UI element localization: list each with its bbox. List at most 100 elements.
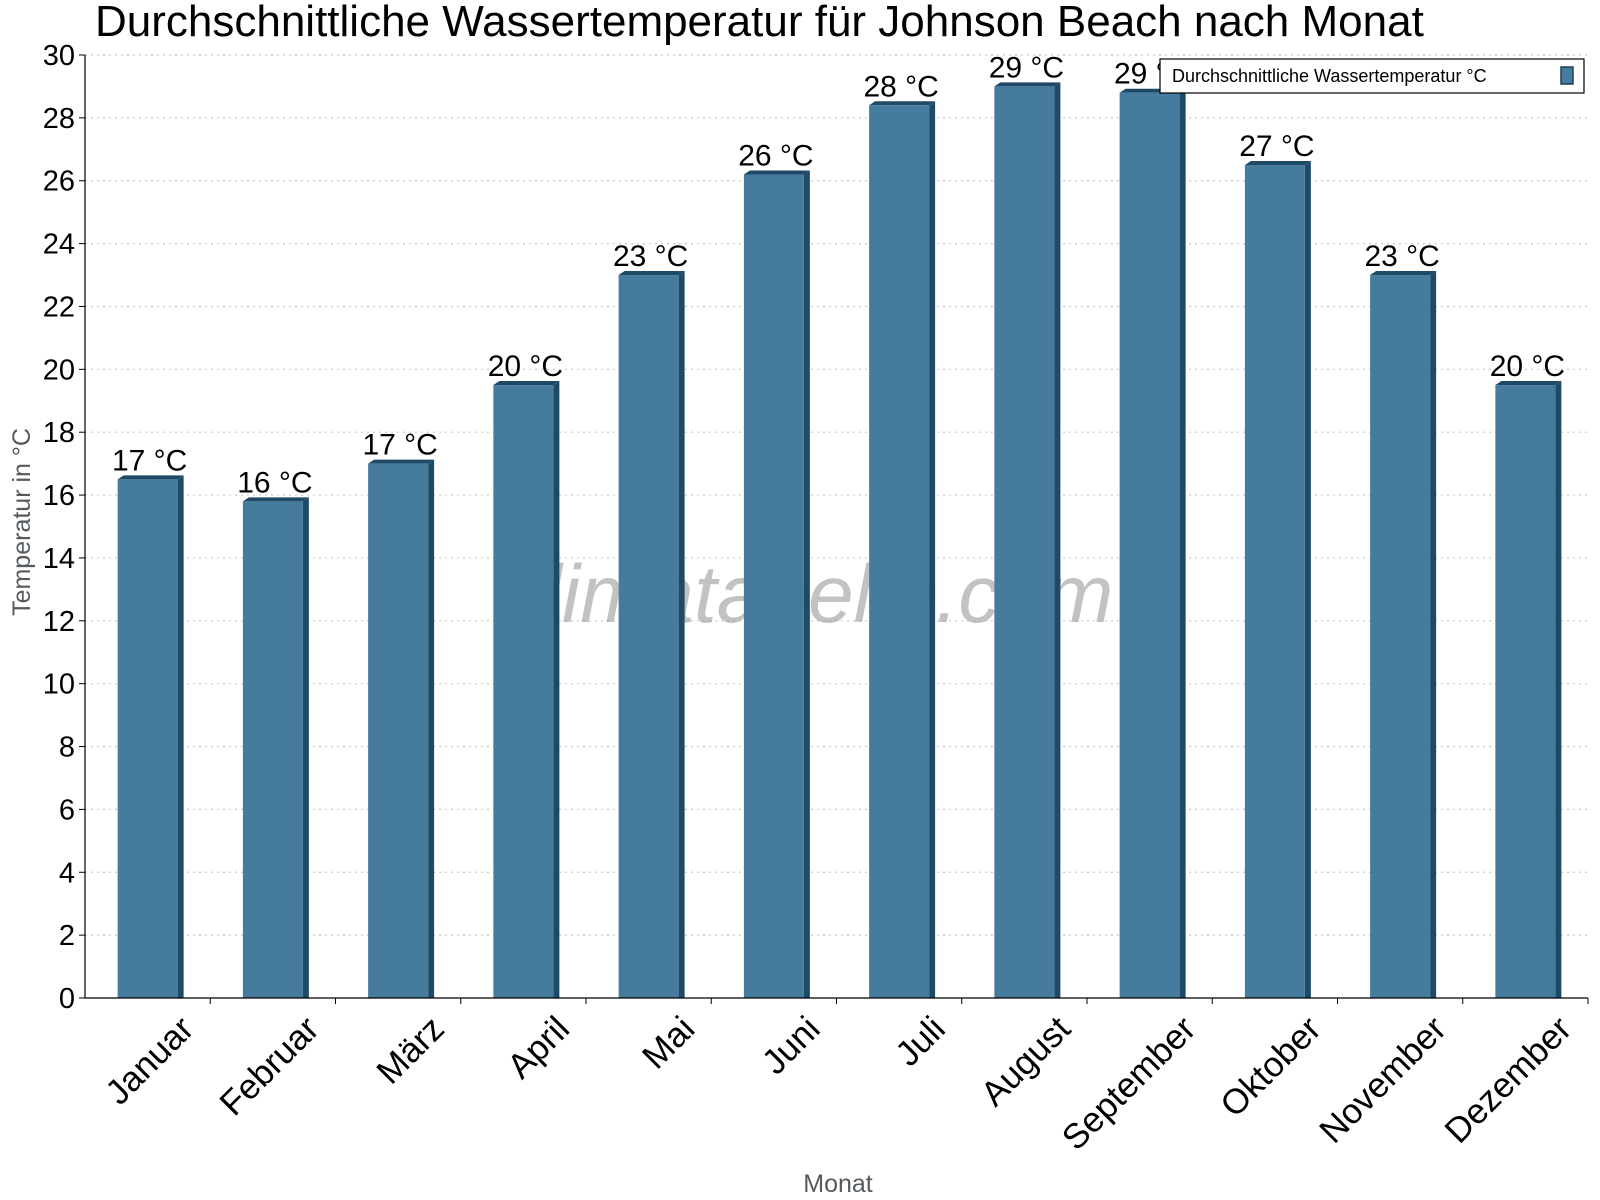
bar [869,101,936,998]
x-axis-title: Monat [803,1170,873,1198]
bar-side [803,170,810,999]
bar-face [1495,385,1556,998]
bar [743,170,810,999]
bar-top [493,381,560,386]
bar-side [177,475,184,999]
y-tick-label: 22 [43,291,75,323]
bar [1495,381,1562,998]
data-label: 20 °C [488,350,563,383]
y-tick-label: 2 [59,920,75,952]
y-tick-label: 10 [43,669,75,701]
bar-side [553,381,560,998]
y-tick-label: 28 [43,103,75,135]
y-tick-label: 6 [59,794,75,826]
data-label: 17 °C [112,444,187,477]
bar-series [117,82,1562,999]
bar-side [1054,82,1061,998]
y-tick-label: 4 [59,857,75,889]
bar-face [618,275,679,998]
data-label: 16 °C [237,466,312,499]
bar-face [1119,92,1180,999]
bar [368,459,435,999]
bar [618,271,685,998]
bar-side [1430,271,1437,998]
bar-side [428,459,435,999]
y-tick-label: 14 [43,543,75,575]
gridlines [85,54,1588,936]
bar-top [242,497,309,502]
x-tick-label: Oktober [1213,1009,1329,1125]
x-tick-label: April [500,1009,577,1086]
y-tick-label: 30 [43,40,75,72]
bar-face [743,174,804,999]
bar-top [1370,271,1437,276]
data-label: 28 °C [863,70,938,103]
bar-face [368,463,429,999]
x-tick-label: Dezember [1437,1009,1579,1151]
bar [994,82,1061,998]
x-tick-label: August [973,1009,1078,1114]
bar [1370,271,1437,998]
bar-side [678,271,685,998]
y-tick-label: 24 [43,229,75,261]
y-tick-label: 16 [43,480,75,512]
bar-top [368,459,435,464]
x-tick-label: Juni [755,1009,828,1082]
y-tick-label: 26 [43,166,75,198]
bar-face [1370,275,1431,998]
bar-face [1244,165,1305,998]
bar-top [1495,381,1562,386]
data-label: 17 °C [362,429,437,462]
bar-face [493,385,554,998]
x-tick-label: März [369,1009,452,1092]
bar [1244,161,1311,998]
chart-title: Durchschnittliche Wassertemperatur für J… [95,0,1424,46]
bar-side [929,101,936,998]
x-tick-label: Juli [888,1009,953,1074]
x-tick-label: Januar [98,1009,201,1112]
x-tick-label: Februar [212,1009,326,1123]
legend: Durchschnittliche Wassertemperatur °C [1159,58,1585,94]
y-axis-title: Temperatur in °C [8,428,36,616]
bar-side [302,497,309,998]
bar [117,475,184,999]
bar-side [1555,381,1562,998]
bar-face [869,105,930,998]
bar-side [1179,88,1186,999]
y-tick-label: 8 [59,732,75,764]
y-tick-label: 20 [43,354,75,386]
data-label: 23 °C [613,240,688,273]
bar [242,497,309,998]
legend-swatch [1560,66,1574,85]
bar-top [869,101,936,106]
data-label: 29 °C [989,51,1064,84]
data-label: 26 °C [738,139,813,172]
bar-face [117,479,178,999]
bar-top [117,475,184,480]
bar-top [1244,161,1311,166]
legend-box [1159,58,1585,94]
bar-top [994,82,1061,87]
bar-side [1304,161,1311,998]
data-label: 23 °C [1364,240,1439,273]
data-labels: 17 °C 16 °C 17 °C 20 °C 23 °C 26 °C 28 °C 29 °C… [112,51,1565,499]
data-label: 27 °C [1239,130,1314,163]
bar [1119,88,1186,999]
x-tick-label: November [1312,1009,1454,1151]
data-label: 20 °C [1490,350,1565,383]
y-tick-label: 0 [59,983,75,1015]
x-tick-label: Mai [635,1009,702,1076]
bar-face [242,501,303,998]
bar-top [743,170,810,175]
bar-top [618,271,685,276]
x-tick-label: September [1055,1009,1204,1158]
y-tick-label: 18 [43,417,75,449]
bar-face [994,86,1055,998]
legend-label: Durchschnittliche Wassertemperatur °C [1172,66,1487,86]
y-tick-label: 12 [43,606,75,638]
bar [493,381,560,998]
axes [84,55,1588,999]
x-axis-ticks: Januar Februar März April Mai Juni Juli AugustS… [98,998,1589,1158]
